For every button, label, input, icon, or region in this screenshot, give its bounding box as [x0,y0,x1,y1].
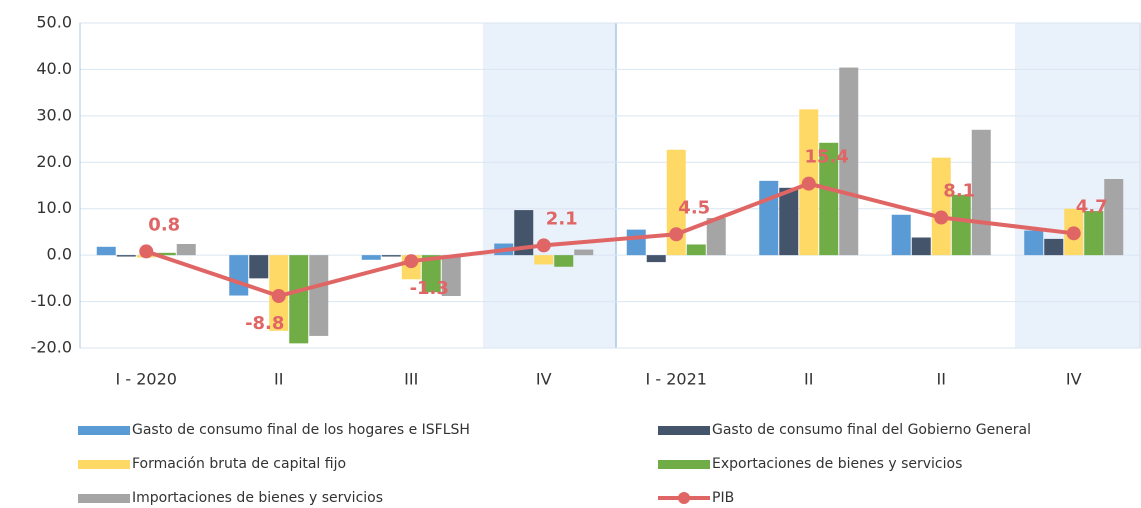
data-label: 8.1 [943,181,975,202]
bar [96,246,116,256]
y-tick-label: 10.0 [36,198,72,217]
bar [361,255,381,260]
y-tick-label: 50.0 [36,13,72,32]
bar [951,194,971,256]
x-tick-label: IV [536,370,552,389]
highlight-band [483,23,616,348]
marker [1066,226,1081,241]
bar [759,180,779,256]
bar [514,210,534,256]
marker [801,176,816,191]
bar [441,255,461,296]
bar [574,249,594,256]
x-tick-label: I - 2020 [116,370,177,389]
data-label: -8.8 [245,313,284,334]
bar [891,214,911,256]
bar [686,244,706,256]
data-label: 4.7 [1076,196,1108,217]
bar [156,252,176,256]
bar [421,255,441,293]
bar [554,255,574,267]
marker [404,254,419,269]
data-label: 0.8 [148,214,180,235]
bar [646,255,666,263]
bar [289,255,309,344]
legend-swatch [678,492,690,504]
legend-label: Gasto de consumo final del Gobierno Gene… [712,422,1031,438]
bar [1084,211,1104,256]
y-tick-label: 0.0 [47,245,72,264]
bar [911,237,931,256]
bar [839,67,859,256]
legend-label: PIB [712,490,734,506]
bar [309,255,329,336]
y-tick-label: -10.0 [31,291,72,310]
bar [819,142,839,256]
legend-label: Formación bruta de capital fijo [132,456,346,472]
data-label: -1.3 [410,278,449,299]
legend-swatch [658,426,710,435]
bar [1024,230,1044,256]
marker [139,244,154,259]
x-tick-label: IV [1066,370,1082,389]
data-label: 4.5 [678,197,710,218]
x-tick-label: III [404,370,418,389]
bar [706,218,726,256]
legend-swatch [78,426,130,435]
line [145,181,1074,299]
data-label: 2.1 [546,208,578,229]
legend-swatch [78,494,130,503]
bar [931,157,951,256]
y-tick-label: 30.0 [36,105,72,124]
marker [934,210,949,225]
bar [666,149,686,256]
x-tick-label: II [804,370,813,389]
bar [626,229,646,256]
bar [229,255,249,296]
x-tick-label: I - 2021 [646,370,707,389]
bar [249,255,269,279]
legend-swatch [78,460,130,469]
bar [779,187,799,256]
bar [1044,238,1064,256]
marker [669,227,684,242]
marker [271,289,286,303]
legend-label: Exportaciones de bienes y servicios [712,456,962,472]
y-tick-label: -20.0 [31,338,72,357]
y-tick-label: 20.0 [36,152,72,171]
legend-label: Gasto de consumo final de los hogares e … [132,422,470,438]
bar [381,255,401,257]
bar [1104,179,1124,256]
x-tick-label: II [274,370,283,389]
bar [534,255,554,265]
marker [536,238,551,253]
data-label: 15.4 [805,147,849,168]
x-tick-label: II [937,370,946,389]
y-tick-label: 40.0 [36,59,72,78]
bar [116,255,136,257]
legend-swatch [658,460,710,469]
bar [176,244,196,256]
legend-label: Importaciones de bienes y servicios [132,490,383,506]
